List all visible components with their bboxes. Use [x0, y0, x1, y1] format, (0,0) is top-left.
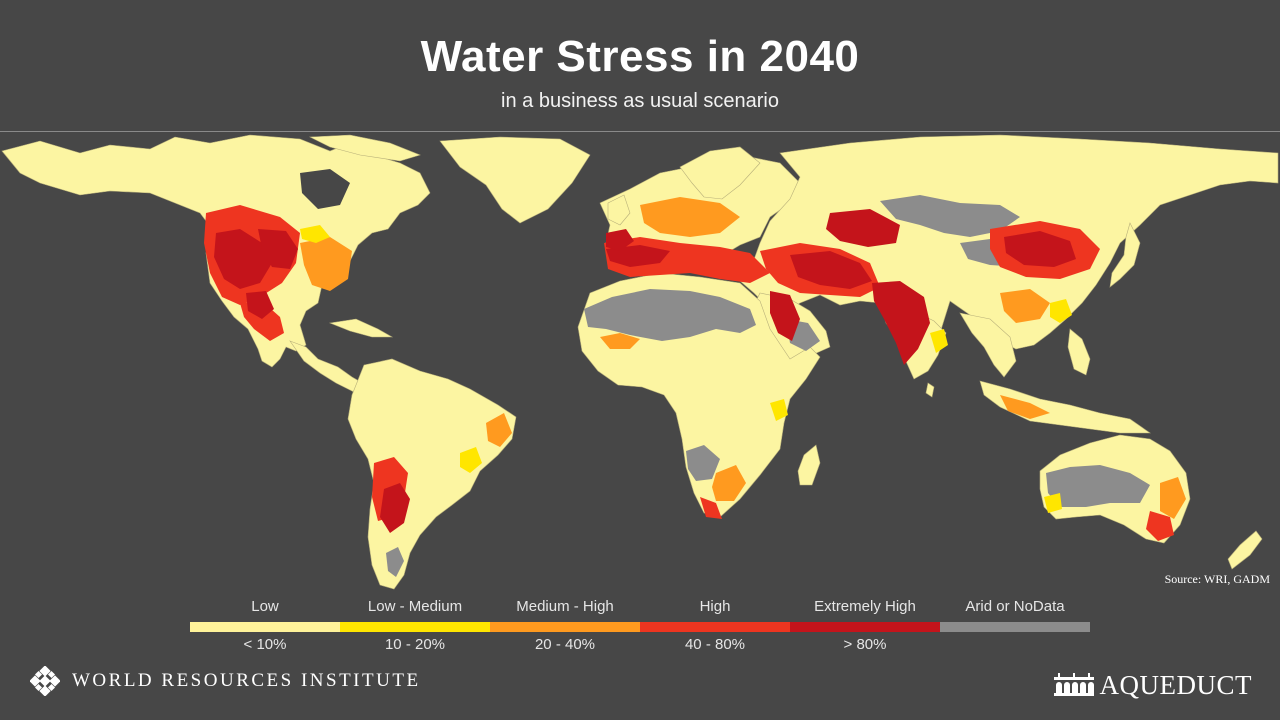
eh-iran-afghan [790, 251, 872, 289]
land-se-asia [959, 312, 1017, 378]
high-regions [204, 205, 1174, 541]
legend-label: Arid or NoData [965, 598, 1065, 615]
aqueduct-name: AQUEDUCT [1099, 669, 1252, 700]
land-madagascar [797, 444, 821, 486]
land-caribbean [328, 318, 394, 338]
eh-us-plains [258, 229, 298, 269]
legend-label: Low - Medium [367, 598, 463, 615]
land-philippines [1067, 328, 1091, 376]
legend-item-arid: Arid or NoData [940, 596, 1090, 656]
land-new-zealand [1227, 530, 1263, 570]
land-sri-lanka [925, 382, 935, 398]
low-medium-regions [300, 225, 1072, 513]
wri-logo-icon [30, 666, 60, 696]
eh-central-asia [826, 209, 900, 247]
eh-argentina [380, 483, 410, 533]
arid-australia [1046, 465, 1150, 507]
eh-spain [606, 229, 634, 251]
legend-swatch [490, 622, 640, 632]
high-south-africa-sw [700, 497, 722, 519]
legend-item-extremely-high: Extremely High > 80% [790, 596, 940, 656]
header: Water Stress in 2040 in a business as us… [0, 0, 1280, 132]
legend-item-high: High 40 - 80% [640, 596, 790, 656]
mh-south-africa [712, 465, 746, 501]
extremely-high-regions [214, 209, 1076, 533]
legend-item-low-medium: Low - Medium 10 - 20% [340, 596, 490, 656]
lm-brazil [460, 447, 482, 473]
aqueduct-logo-icon [1053, 673, 1094, 696]
legend-item-low: Low < 10% [190, 596, 340, 656]
lm-india-east [930, 329, 948, 353]
legend: Low < 10% Low - Medium 10 - 20% Medium -… [190, 596, 1090, 656]
mh-europe [640, 197, 740, 237]
arid-central-asia [880, 195, 1020, 237]
legend-item-medium-high: Medium - High 20 - 40% [490, 596, 640, 656]
mh-china-south [1000, 289, 1050, 323]
legend-range: > 80% [843, 636, 887, 653]
arid-patagonia [386, 547, 404, 577]
eh-us-southwest [214, 229, 272, 289]
mh-west-africa [600, 333, 640, 349]
legend-label: Extremely High [814, 598, 916, 615]
legend-swatch [640, 622, 790, 632]
wri-branding: WORLD RESOURCES INSTITUTE [30, 664, 421, 698]
legend-label: High [699, 598, 731, 615]
legend-swatch [340, 622, 490, 632]
land-arctic-islands [308, 134, 421, 162]
high-australia-se [1146, 511, 1174, 541]
legend-range: 40 - 80% [684, 636, 746, 653]
legend-swatch [190, 622, 340, 632]
mh-brazil-east [486, 413, 512, 447]
eh-north-africa [606, 245, 670, 267]
land-indonesia [979, 380, 1151, 434]
legend-label: Medium - High [516, 598, 614, 615]
mh-us-east [300, 237, 352, 291]
legend-range: 10 - 20% [384, 636, 446, 653]
eh-pakistan-india [872, 281, 930, 365]
mh-australia-east [1160, 477, 1186, 519]
arid-kalahari [686, 445, 720, 481]
legend-label: Low [251, 598, 279, 615]
arid-sahara [584, 289, 756, 341]
eh-arabia-west [770, 291, 800, 341]
map-title: Water Stress in 2040 [420, 32, 860, 81]
eh-china [1004, 231, 1076, 267]
legend-range: < 10% [243, 636, 287, 653]
wri-name: WORLD RESOURCES INSTITUTE [72, 670, 421, 691]
lm-canada [300, 225, 330, 243]
land-greenland [439, 136, 591, 224]
source-note: Source: WRI, GADM [1164, 572, 1270, 586]
land-scandinavia [679, 146, 761, 200]
mh-indonesia [1000, 395, 1050, 419]
world-map [0, 133, 1280, 595]
lm-australia-west [1044, 493, 1062, 513]
land-uk [607, 194, 631, 226]
lm-china-east [1050, 299, 1072, 323]
legend-swatch [940, 622, 1090, 632]
hudson-bay [300, 169, 350, 209]
aqueduct-branding: AQUEDUCT [1053, 668, 1253, 702]
legend-swatch [790, 622, 940, 632]
map-subtitle: in a business as usual scenario [501, 90, 779, 112]
land-japan [1109, 222, 1141, 288]
lm-africa-east [770, 399, 788, 421]
medium-high-regions [300, 197, 1186, 519]
eh-mexico-north [246, 291, 274, 319]
legend-range: 20 - 40% [534, 636, 596, 653]
